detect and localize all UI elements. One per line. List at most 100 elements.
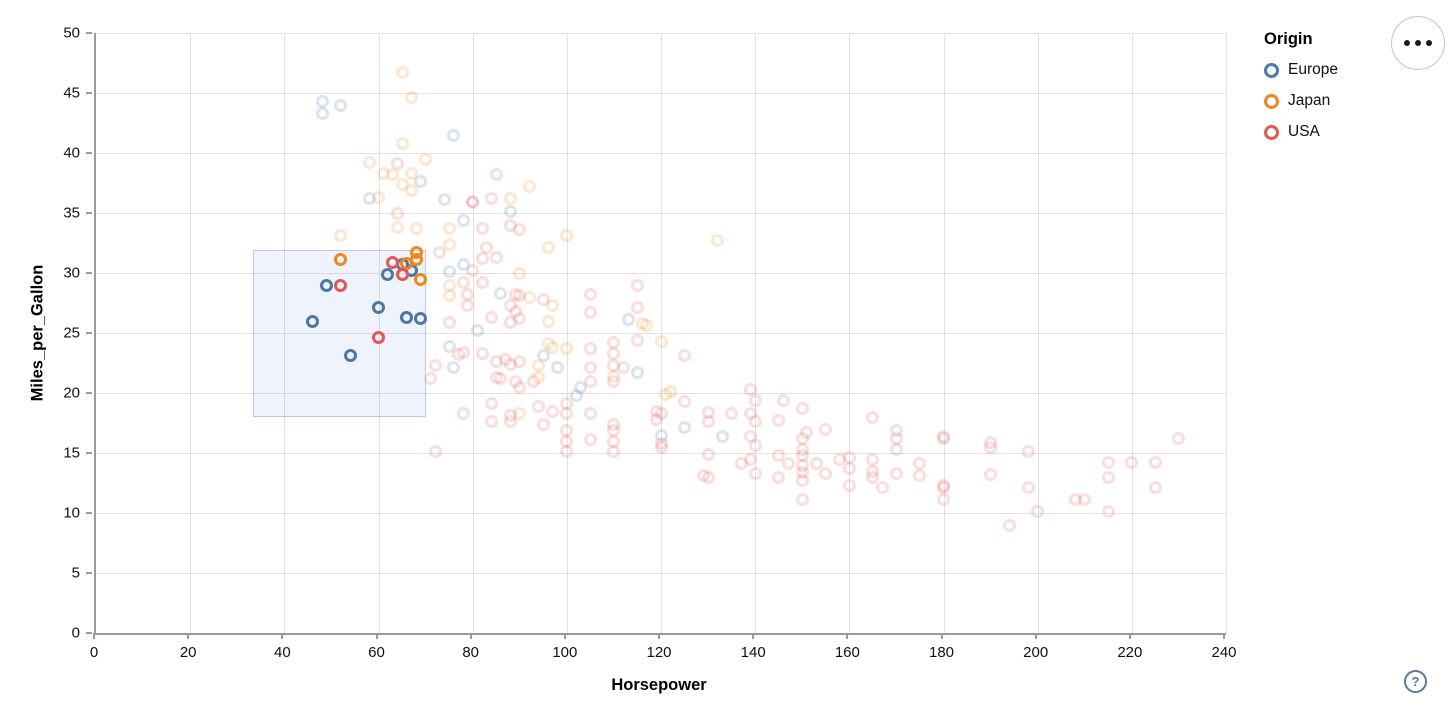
data-point-usa: [1101, 470, 1115, 484]
y-axis-tick-label: 50: [63, 24, 80, 42]
data-point-japan: [395, 136, 409, 150]
data-point-europe: [442, 265, 456, 279]
x-axis-tick: [563, 633, 566, 639]
data-point-usa: [513, 289, 527, 303]
data-point-japan-selected: [334, 253, 348, 267]
data-point-japan: [419, 152, 433, 166]
x-axis-tick: [281, 633, 284, 639]
data-point-usa: [748, 466, 762, 480]
data-point-usa: [1148, 481, 1162, 495]
gridline: [1226, 33, 1227, 633]
y-axis-tick-label: 5: [71, 564, 80, 582]
data-point-usa: [937, 493, 950, 507]
data-point-japan: [560, 229, 574, 243]
data-point-usa: [607, 374, 621, 388]
data-point-usa: [725, 406, 739, 420]
data-point-usa: [875, 481, 889, 495]
x-axis-tick-label: 200: [1023, 644, 1049, 661]
y-axis-tick-label: 45: [63, 84, 80, 102]
data-point-usa-selected: [334, 278, 348, 292]
data-point-usa: [913, 469, 927, 483]
data-point-usa: [494, 372, 508, 386]
data-point-europe: [315, 94, 329, 108]
legend-item-japan: Japan: [1264, 92, 1338, 110]
data-point-japan: [409, 222, 423, 236]
data-point-europe: [456, 213, 470, 227]
data-point-usa: [809, 457, 823, 471]
data-point-usa: [489, 250, 503, 264]
legend-title: Origin: [1264, 30, 1313, 48]
data-point-usa: [701, 470, 715, 484]
data-point-usa: [748, 393, 762, 407]
y-axis-tick: [86, 332, 92, 334]
y-axis-tick: [86, 212, 92, 214]
data-point-usa: [616, 361, 630, 375]
data-point-usa: [583, 306, 597, 320]
y-axis-tick: [86, 272, 92, 274]
x-axis-tick: [375, 633, 378, 639]
gridline: [96, 273, 1226, 274]
data-point-usa: [485, 415, 498, 429]
data-point-usa: [536, 292, 550, 306]
data-point-japan: [404, 91, 418, 105]
data-point-japan: [442, 237, 456, 251]
data-point-europe: [678, 421, 692, 435]
legend-item-europe: Europe: [1264, 61, 1338, 79]
data-point-europe: [630, 366, 644, 380]
data-point-japan: [404, 166, 418, 180]
data-point-usa: [583, 406, 597, 420]
legend-label-europe: Europe: [1288, 61, 1338, 78]
data-point-usa: [461, 298, 475, 312]
data-point-usa: [546, 404, 560, 418]
gridline: [96, 513, 1226, 514]
y-axis-tick: [86, 572, 92, 574]
x-axis-tick-label: 220: [1117, 644, 1143, 661]
data-point-japan: [541, 314, 555, 328]
data-point-usa: [772, 414, 786, 428]
data-point-europe-selected: [343, 349, 357, 363]
usa-ring-icon: [1264, 124, 1279, 140]
chart-actions-button[interactable]: [1391, 16, 1445, 70]
data-point-usa: [428, 445, 442, 459]
y-axis-tick-label: 15: [63, 444, 80, 462]
data-point-usa: [795, 474, 809, 488]
data-point-europe: [470, 324, 484, 338]
data-point-usa: [1021, 481, 1035, 495]
help-button[interactable]: ?: [1404, 670, 1427, 693]
y-axis-tick: [86, 392, 92, 394]
x-axis-tick: [469, 633, 472, 639]
gridline: [96, 213, 1226, 214]
data-point-usa: [1031, 505, 1045, 519]
x-axis-tick-label: 120: [646, 644, 672, 661]
data-point-europe: [621, 313, 635, 327]
data-point-usa: [842, 462, 856, 476]
data-point-japan: [659, 387, 673, 401]
x-axis-tick-label: 20: [179, 644, 197, 661]
data-point-usa: [503, 415, 517, 429]
x-axis-tick-label: 0: [89, 644, 99, 661]
plot-area[interactable]: [94, 33, 1227, 635]
data-point-usa-selected: [386, 255, 400, 269]
legend-label-usa: USA: [1288, 123, 1320, 140]
data-point-usa: [776, 393, 790, 407]
data-point-usa: [466, 194, 480, 208]
data-point-europe-selected: [381, 267, 395, 281]
data-point-usa: [456, 406, 470, 420]
data-point-usa: [795, 402, 809, 416]
data-point-usa: [513, 223, 527, 237]
y-axis-tick-label: 20: [63, 384, 80, 402]
data-point-europe-selected: [320, 278, 334, 292]
data-point-europe-selected: [414, 312, 428, 326]
x-axis-tick-label: 180: [928, 644, 955, 661]
gridline: [96, 33, 1226, 34]
question-mark-icon: ?: [1411, 674, 1420, 689]
x-axis-tick-label: 80: [462, 644, 479, 661]
data-point-usa: [937, 481, 950, 495]
legend-label-japan: Japan: [1288, 92, 1331, 109]
data-point-usa: [485, 192, 498, 206]
y-axis-tick: [86, 452, 92, 454]
data-point-usa: [781, 457, 795, 471]
data-point-usa: [442, 315, 456, 329]
x-axis-tick-label: 160: [834, 644, 860, 661]
